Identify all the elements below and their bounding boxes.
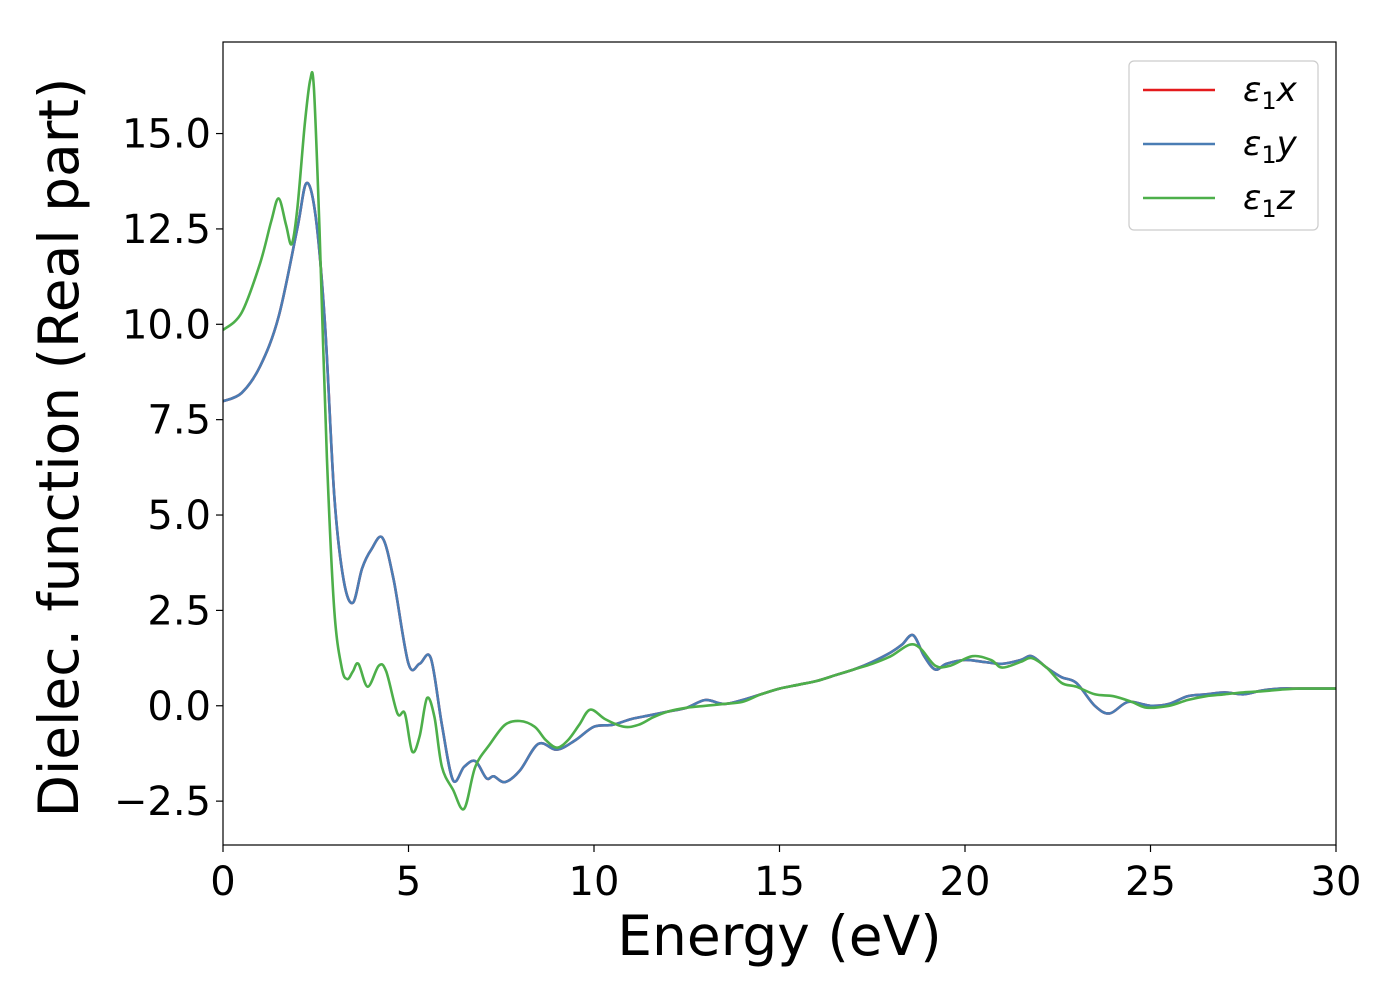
legend-label: ε1y [1243, 124, 1298, 169]
series-layer [223, 70, 1336, 811]
y-tick-label: 10.0 [122, 302, 211, 348]
x-tick-label: 30 [1311, 859, 1362, 905]
legend-box [1128, 60, 1319, 231]
y-tick-label: 15.0 [122, 112, 211, 158]
legend-items: ε1x ε1y ε1z [1143, 70, 1298, 223]
legend-item-y: ε1y [1143, 124, 1298, 169]
y-tick-label: 7.5 [147, 398, 211, 444]
legend-label: ε1x [1243, 70, 1298, 115]
legend-item-z: ε1z [1143, 178, 1296, 223]
y-axis: −2.5 0.0 2.5 5.0 7.5 10.0 12.5 15.0 [114, 112, 223, 825]
y-tick-label: 2.5 [147, 588, 211, 634]
x-tick-label: 25 [1125, 859, 1176, 905]
x-tick-label: 5 [396, 859, 421, 905]
y-tick-label: 0.0 [147, 684, 211, 730]
x-axis-title: Energy (eV) [617, 904, 941, 968]
legend-item-x: ε1x [1143, 70, 1298, 115]
x-tick-label: 20 [940, 859, 991, 905]
y-tick-label: 5.0 [147, 493, 211, 539]
series-line-y [223, 181, 1336, 784]
x-tick-label: 0 [210, 859, 235, 905]
y-axis-title: Dielec. function (Real part) [27, 78, 91, 818]
legend: ε1x ε1y ε1z [1128, 60, 1319, 231]
x-tick-label: 15 [754, 859, 805, 905]
y-tick-label: 12.5 [122, 207, 211, 253]
y-tick-label: −2.5 [114, 779, 211, 825]
legend-label: ε1z [1243, 178, 1296, 223]
x-axis: 0 5 10 15 20 25 30 [210, 845, 1361, 905]
series-line-z [223, 70, 1336, 811]
x-tick-label: 10 [569, 859, 620, 905]
